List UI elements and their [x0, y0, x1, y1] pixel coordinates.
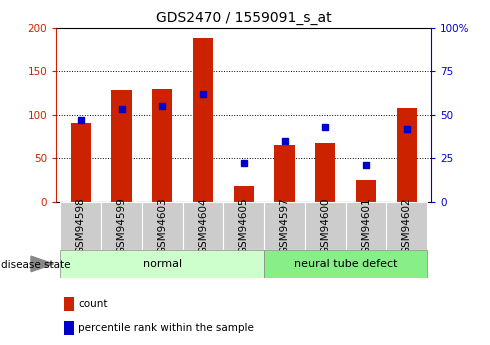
FancyBboxPatch shape — [264, 250, 427, 278]
Bar — [356, 180, 376, 202]
FancyBboxPatch shape — [60, 202, 101, 250]
Text: GSM94597: GSM94597 — [279, 198, 290, 254]
FancyBboxPatch shape — [101, 202, 142, 250]
Polygon shape — [31, 256, 53, 272]
FancyBboxPatch shape — [345, 202, 387, 250]
Bar — [315, 142, 336, 202]
FancyBboxPatch shape — [60, 250, 264, 278]
Text: GSM94601: GSM94601 — [361, 198, 371, 254]
FancyBboxPatch shape — [387, 202, 427, 250]
Text: disease state: disease state — [1, 260, 71, 269]
Bar — [193, 38, 213, 202]
FancyBboxPatch shape — [223, 202, 264, 250]
Text: GSM94598: GSM94598 — [76, 198, 86, 254]
Text: count: count — [78, 299, 108, 308]
FancyBboxPatch shape — [183, 202, 223, 250]
FancyBboxPatch shape — [142, 202, 183, 250]
Text: GSM94602: GSM94602 — [402, 198, 412, 254]
FancyBboxPatch shape — [264, 202, 305, 250]
Text: GSM94603: GSM94603 — [157, 198, 167, 254]
Bar — [71, 124, 91, 202]
Text: percentile rank within the sample: percentile rank within the sample — [78, 323, 254, 333]
Text: GSM94600: GSM94600 — [320, 198, 330, 254]
FancyBboxPatch shape — [305, 202, 345, 250]
Text: GSM94599: GSM94599 — [117, 198, 126, 254]
Bar — [152, 89, 172, 202]
Text: GSM94605: GSM94605 — [239, 198, 249, 254]
Bar — [396, 108, 417, 202]
Bar — [234, 186, 254, 202]
Bar — [111, 90, 132, 202]
Text: normal: normal — [143, 259, 182, 269]
Bar — [274, 145, 294, 202]
Title: GDS2470 / 1559091_s_at: GDS2470 / 1559091_s_at — [156, 11, 332, 25]
Text: GSM94604: GSM94604 — [198, 198, 208, 254]
Text: neural tube defect: neural tube defect — [294, 259, 397, 269]
